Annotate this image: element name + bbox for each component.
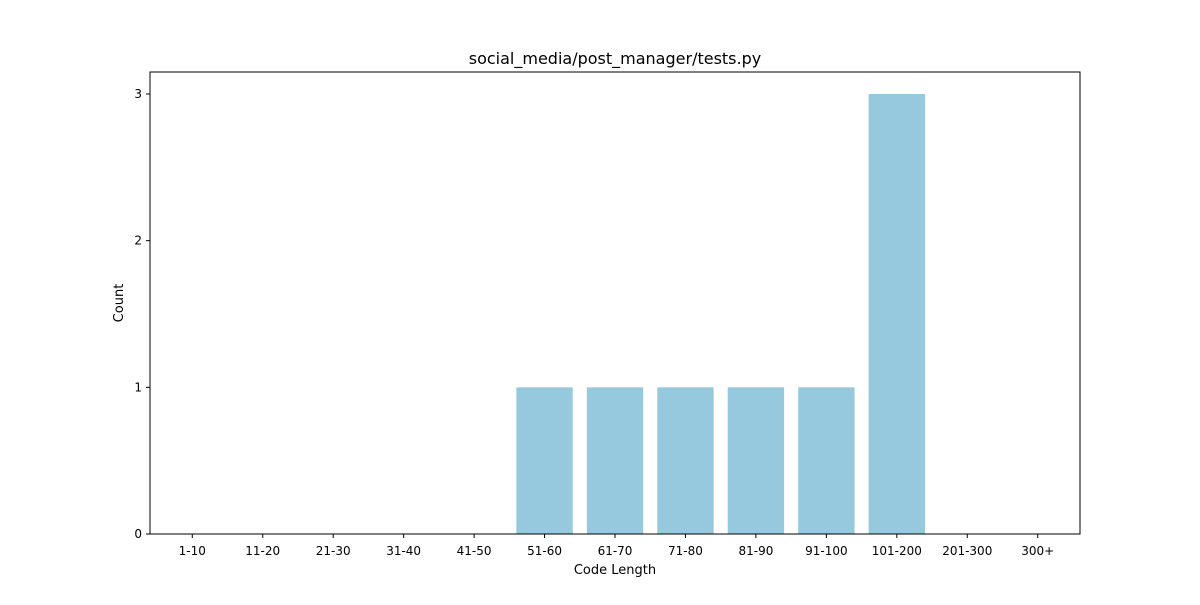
bar-61-70 — [586, 387, 644, 534]
y-tick-label: 0 — [134, 527, 142, 541]
bar-101-200 — [868, 94, 925, 534]
x-tick-label: 11-20 — [245, 544, 280, 558]
bars-group — [516, 94, 925, 534]
x-axis-label: Code Length — [574, 563, 656, 578]
bar-91-100 — [798, 387, 855, 534]
y-tick-label: 1 — [134, 380, 142, 394]
x-tick-label: 21-30 — [316, 544, 351, 558]
x-tick-label: 61-70 — [598, 544, 633, 558]
x-axis-ticks: 1-10 11-20 21-30 31-40 41-50 51-60 61-70 71-80 8… — [179, 534, 1054, 558]
y-axis-ticks: 0 1 2 3 — [134, 87, 150, 541]
x-tick-label: 31-40 — [386, 544, 421, 558]
y-tick-label: 3 — [134, 87, 142, 101]
x-tick-label: 201-300 — [942, 544, 992, 558]
bar-71-80 — [657, 387, 714, 534]
x-tick-label: 51-60 — [527, 544, 562, 558]
x-tick-label: 71-80 — [668, 544, 703, 558]
x-tick-label: 41-50 — [457, 544, 492, 558]
chart-title: social_media/post_manager/tests.py — [469, 49, 761, 69]
x-tick-label: 91-100 — [805, 544, 848, 558]
x-tick-label: 101-200 — [872, 544, 922, 558]
x-tick-label: 81-90 — [738, 544, 773, 558]
x-tick-label: 1-10 — [179, 544, 206, 558]
bar-81-90 — [727, 387, 785, 534]
y-axis-label: Count — [112, 284, 127, 323]
y-tick-label: 2 — [134, 234, 142, 248]
x-tick-label: 300+ — [1021, 544, 1054, 558]
bar-51-60 — [516, 387, 573, 534]
